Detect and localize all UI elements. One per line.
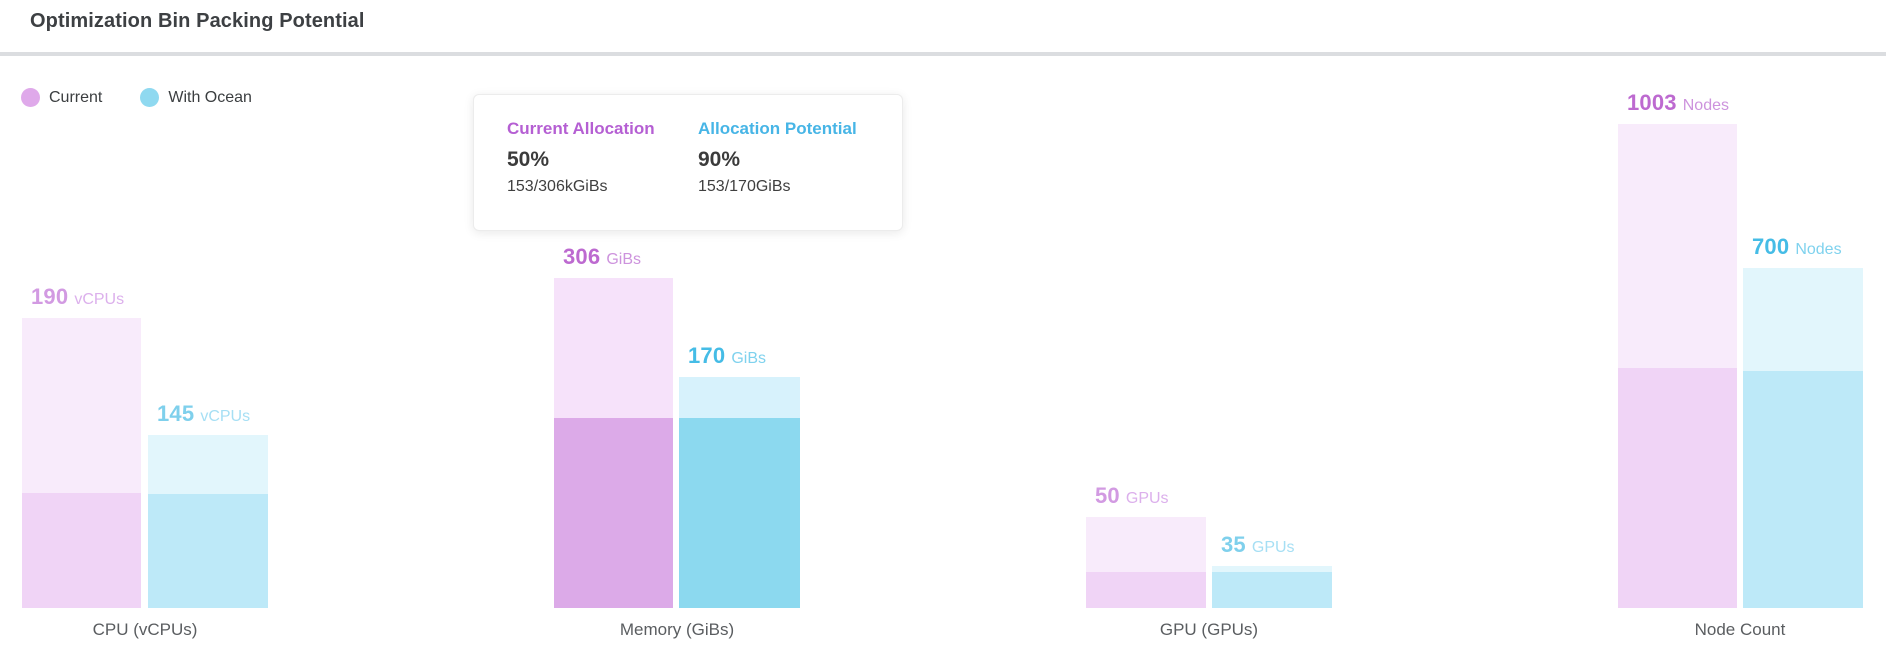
- bar-cpu-current-used-segment: [22, 493, 141, 608]
- bar-label-nodes-current: 1003 Nodes: [1627, 90, 1729, 115]
- bar-label-nodes-with-ocean: 700 Nodes: [1752, 234, 1842, 259]
- bar-label-memory-with-ocean: 170 GiBs: [688, 343, 766, 368]
- bar-memory-with-ocean-used-segment: [679, 418, 800, 608]
- bar-gpu-current-used-segment: [1086, 572, 1206, 608]
- chart-tooltip: Current Allocation 50% 153/306kGiBs Allo…: [473, 94, 903, 231]
- legend-swatch-current-icon: [21, 88, 40, 107]
- legend-swatch-with-ocean-icon: [140, 88, 160, 107]
- bar-gpu-with-ocean[interactable]: [1212, 566, 1332, 608]
- bar-gpu-current[interactable]: [1086, 517, 1206, 608]
- axis-label-memory: Memory (GiBs): [619, 620, 735, 639]
- bar-label-cpu-current: 190 vCPUs: [31, 284, 125, 309]
- bar-memory-current-used-segment: [554, 418, 673, 608]
- tooltip-current-allocation-detail: 153/306kGiBs: [507, 178, 608, 195]
- legend-label-current: Current: [49, 88, 103, 106]
- legend-item-with-ocean[interactable]: With Ocean: [140, 88, 252, 107]
- tooltip-allocation-potential-detail: 153/170GiBs: [698, 178, 791, 195]
- bar-label-gpu-current: 50 GPUs: [1095, 483, 1169, 508]
- axis-label-cpu: CPU (vCPUs): [92, 620, 198, 639]
- axis-label-gpu: GPU (GPUs): [1159, 620, 1259, 639]
- bar-label-memory-current: 306 GiBs: [563, 244, 641, 269]
- tooltip-allocation-potential-percent: 90%: [698, 148, 741, 171]
- bar-gpu-with-ocean-used-segment: [1212, 572, 1332, 608]
- bar-label-cpu-with-ocean: 145 vCPUs: [157, 401, 251, 426]
- bar-cpu-with-ocean[interactable]: [148, 435, 268, 608]
- page-title: Optimization Bin Packing Potential: [30, 10, 365, 32]
- tooltip-current-allocation-column: Current Allocation 50% 153/306kGiBs: [507, 119, 698, 230]
- legend-label-with-ocean: With Ocean: [168, 88, 252, 106]
- bar-cpu-current[interactable]: [22, 318, 141, 608]
- tooltip-current-allocation-title: Current Allocation: [507, 119, 655, 138]
- axis-label-node-count: Node Count: [1694, 620, 1786, 639]
- bar-label-gpu-with-ocean: 35 GPUs: [1221, 532, 1295, 557]
- legend-item-current[interactable]: Current: [21, 88, 102, 107]
- tooltip-allocation-potential-column: Allocation Potential 90% 153/170GiBs: [698, 119, 889, 230]
- tooltip-allocation-potential-title: Allocation Potential: [698, 119, 857, 138]
- chart-legend: Current With Ocean: [21, 88, 252, 107]
- tooltip-current-allocation-percent: 50%: [507, 148, 550, 171]
- bar-cpu-with-ocean-used-segment: [148, 494, 268, 608]
- bar-nodes-current[interactable]: [1618, 124, 1737, 608]
- header-divider: [0, 52, 1886, 56]
- bar-nodes-with-ocean[interactable]: [1743, 268, 1863, 608]
- bar-memory-current[interactable]: [554, 278, 673, 608]
- bar-nodes-current-used-segment: [1618, 368, 1737, 608]
- bar-memory-with-ocean[interactable]: [679, 377, 800, 608]
- bar-nodes-with-ocean-used-segment: [1743, 371, 1863, 608]
